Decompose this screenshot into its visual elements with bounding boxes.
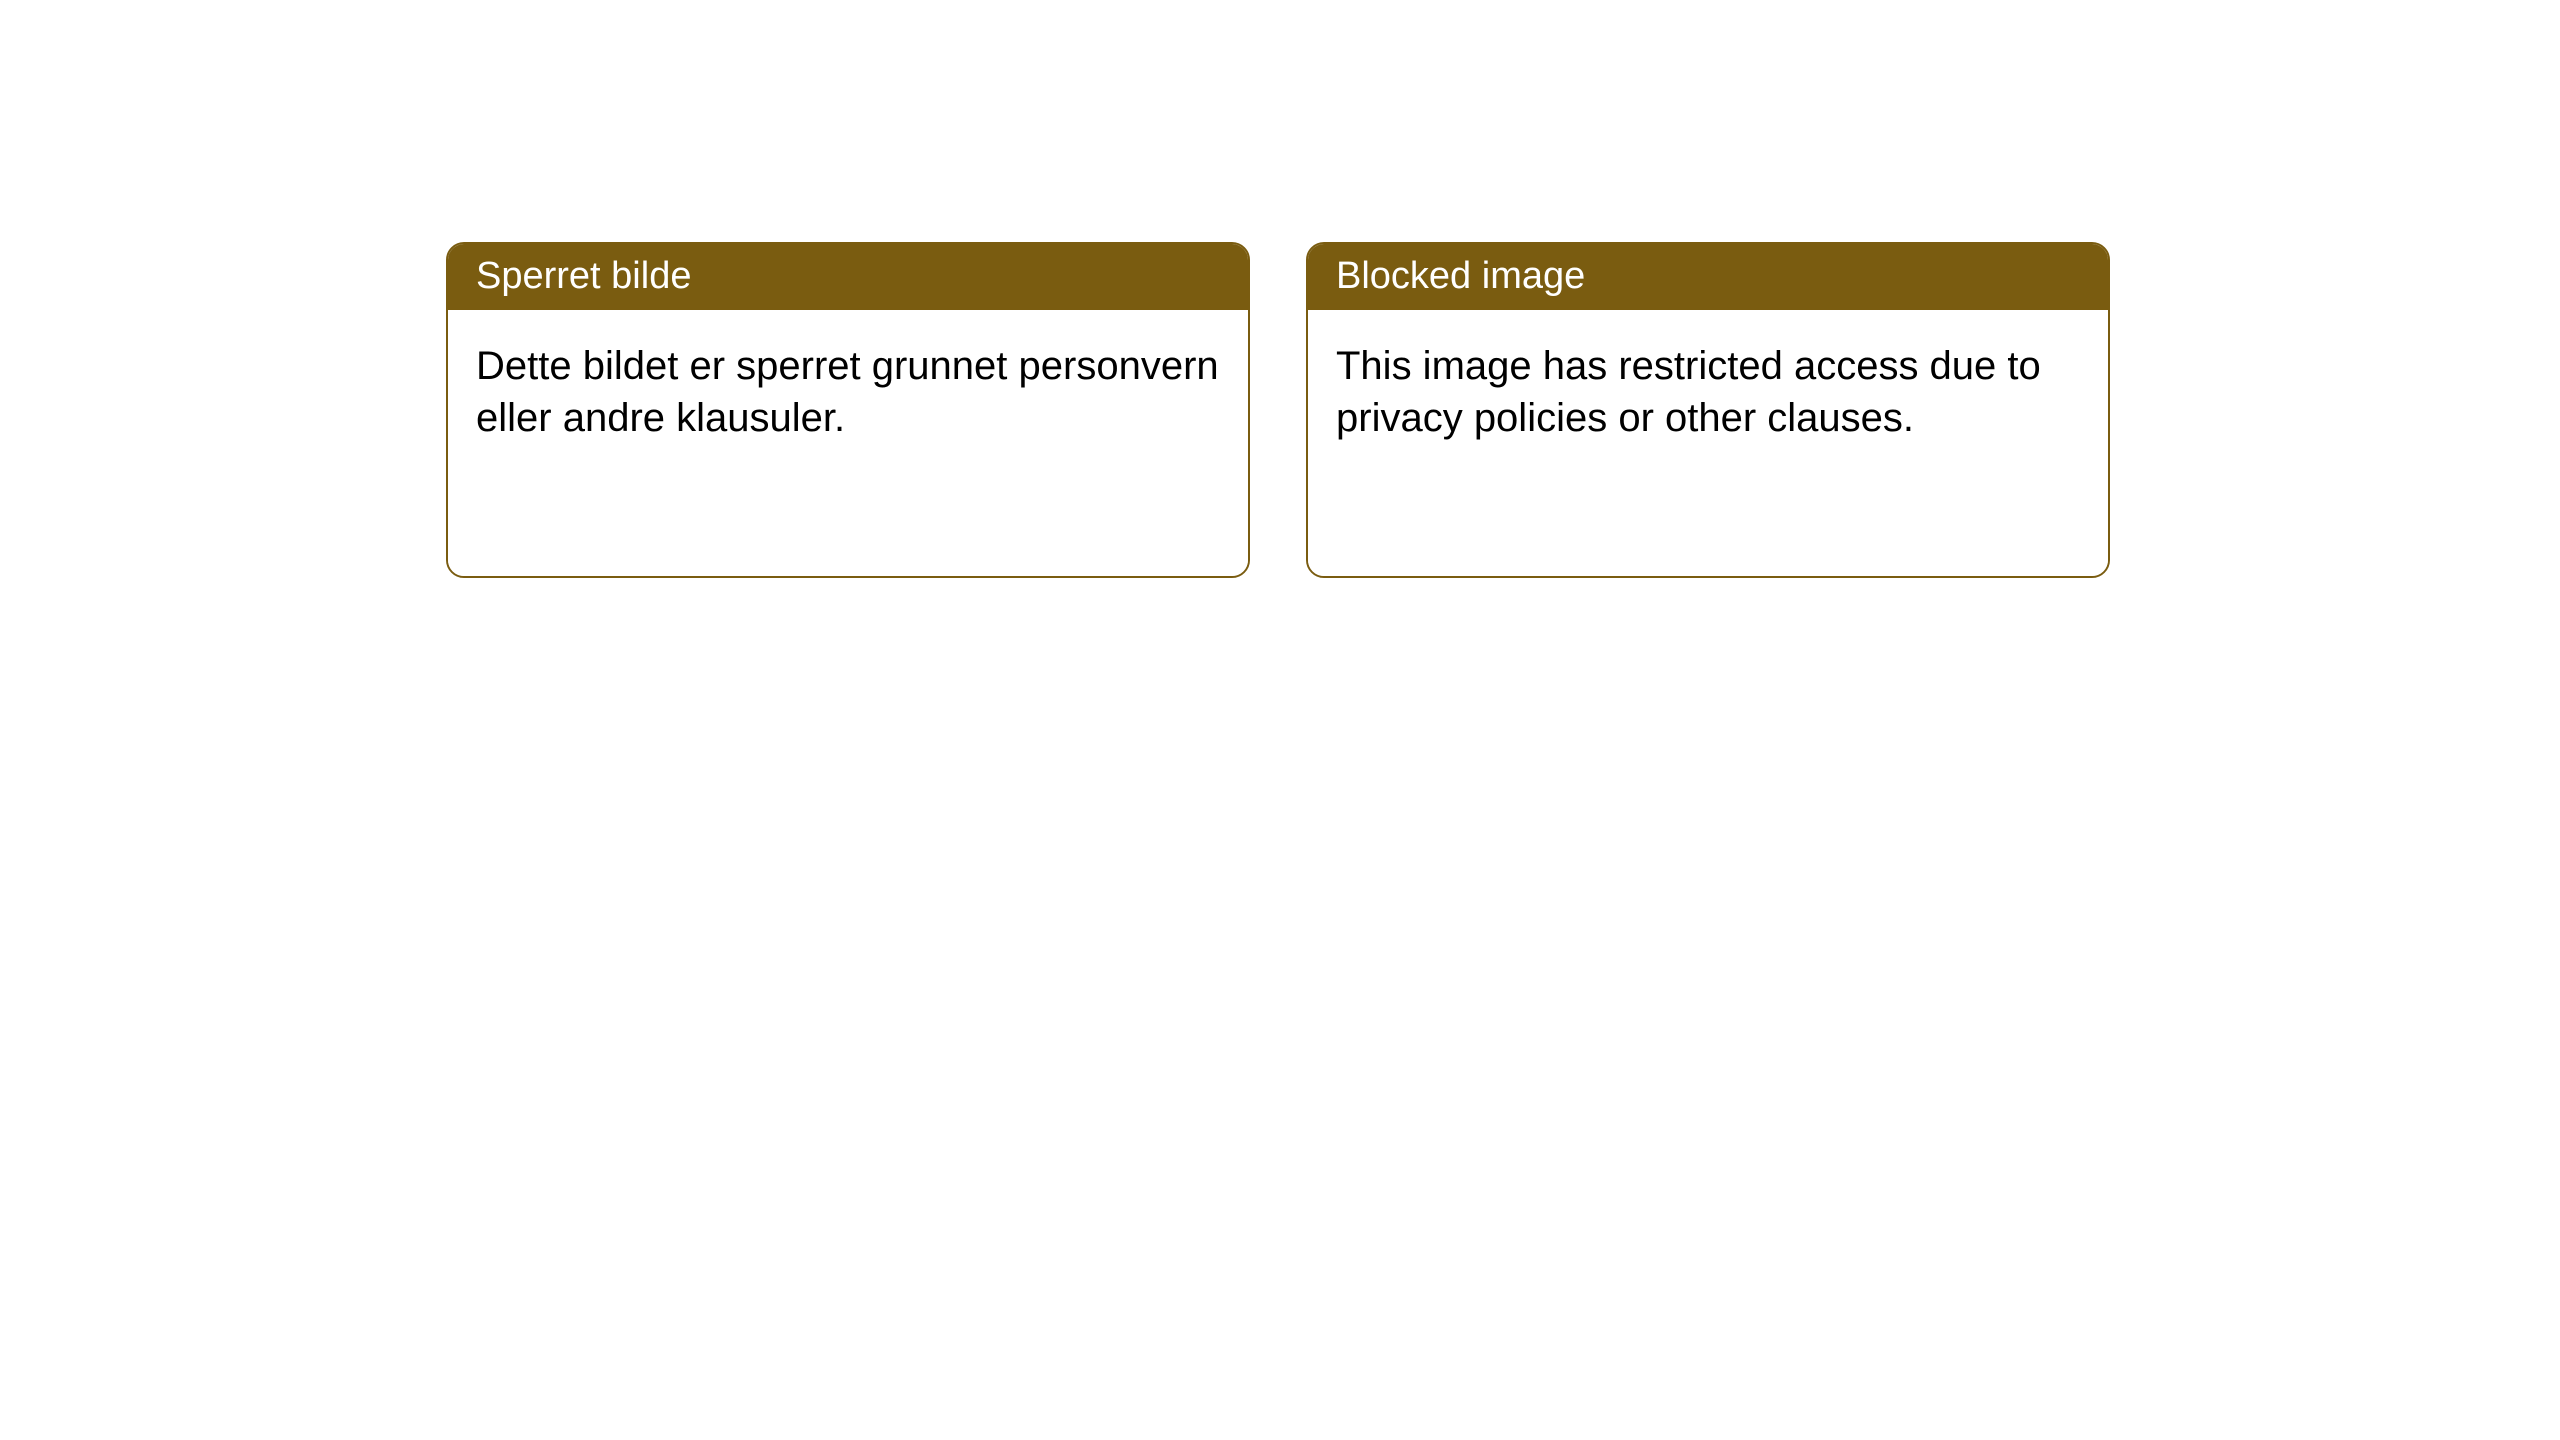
notice-body-english: This image has restricted access due to …: [1308, 310, 2108, 576]
notice-container: Sperret bilde Dette bildet er sperret gr…: [446, 242, 2110, 578]
notice-header-norwegian: Sperret bilde: [448, 244, 1248, 310]
notice-header-english: Blocked image: [1308, 244, 2108, 310]
notice-body-norwegian: Dette bildet er sperret grunnet personve…: [448, 310, 1248, 576]
notice-box-norwegian: Sperret bilde Dette bildet er sperret gr…: [446, 242, 1250, 578]
notice-box-english: Blocked image This image has restricted …: [1306, 242, 2110, 578]
